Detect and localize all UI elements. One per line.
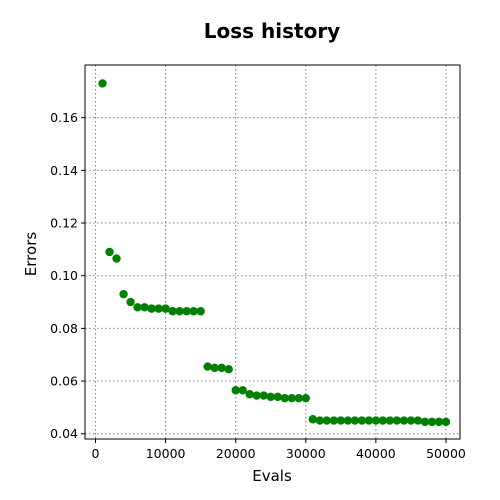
x-tick-label: 0 xyxy=(92,446,100,461)
data-point xyxy=(322,416,332,425)
data-point xyxy=(112,254,121,263)
y-tick-label: 0.04 xyxy=(50,426,78,441)
data-point xyxy=(189,307,198,316)
data-point xyxy=(259,391,268,400)
data-point xyxy=(294,393,303,403)
data-point xyxy=(357,416,367,425)
plot-frame xyxy=(84,64,461,440)
y-tick-label: 0.14 xyxy=(50,163,78,178)
data-point xyxy=(413,416,423,425)
data-point xyxy=(210,363,219,373)
grid-lines xyxy=(85,65,460,439)
data-point xyxy=(406,416,416,425)
data-point xyxy=(133,303,142,312)
data-point xyxy=(98,79,107,88)
data-point xyxy=(147,304,156,313)
data-point xyxy=(203,362,212,371)
data-point xyxy=(175,307,184,316)
data-point xyxy=(364,416,374,425)
x-tick-label: 40000 xyxy=(356,446,396,461)
data-point xyxy=(140,303,149,312)
x-axis-label: Evals xyxy=(252,467,292,485)
data-point xyxy=(315,416,325,425)
x-tick-label: 50000 xyxy=(426,446,466,461)
data-point xyxy=(217,363,226,373)
data-point xyxy=(385,416,395,425)
data-point xyxy=(224,365,233,374)
data-point xyxy=(336,416,346,425)
data-point xyxy=(392,416,402,425)
data-point xyxy=(427,417,437,427)
y-tick-label: 0.08 xyxy=(50,321,78,336)
data-point xyxy=(182,307,191,316)
data-point xyxy=(273,392,282,402)
data-point xyxy=(231,386,240,395)
data-point xyxy=(420,417,430,427)
data-point xyxy=(245,390,254,399)
data-point xyxy=(441,417,451,427)
data-point xyxy=(154,304,163,313)
x-tick-label: 10000 xyxy=(146,446,186,461)
y-tick-label: 0.16 xyxy=(50,110,78,125)
data-point xyxy=(434,417,444,427)
data-point xyxy=(252,391,261,400)
data-point xyxy=(301,393,310,403)
data-point xyxy=(126,297,135,307)
x-tick-label: 20000 xyxy=(216,446,256,461)
data-point xyxy=(280,393,289,403)
x-tick-label: 30000 xyxy=(286,446,326,461)
data-point xyxy=(308,415,318,424)
data-point xyxy=(399,416,409,425)
data-point xyxy=(371,416,381,425)
y-tick-label: 0.12 xyxy=(50,216,78,231)
y-axis-label: Errors xyxy=(22,232,40,277)
axis-ticks: 0 10000 20000 30000 40000 50000 0.04 0.06 0.08 0.… xyxy=(50,110,466,461)
y-tick-label: 0.10 xyxy=(50,268,78,283)
data-point xyxy=(238,386,247,395)
data-point xyxy=(343,416,353,425)
data-point xyxy=(378,416,388,425)
y-tick-label: 0.06 xyxy=(50,374,78,389)
data-point xyxy=(161,304,170,313)
data-point xyxy=(168,307,177,316)
data-point xyxy=(196,307,205,316)
data-point xyxy=(350,416,360,425)
data-points xyxy=(98,79,451,427)
chart-title: Loss history xyxy=(204,19,340,43)
data-point xyxy=(105,247,114,257)
data-point xyxy=(119,289,128,299)
data-point xyxy=(287,393,296,403)
data-point xyxy=(329,416,339,425)
data-point xyxy=(266,392,275,402)
